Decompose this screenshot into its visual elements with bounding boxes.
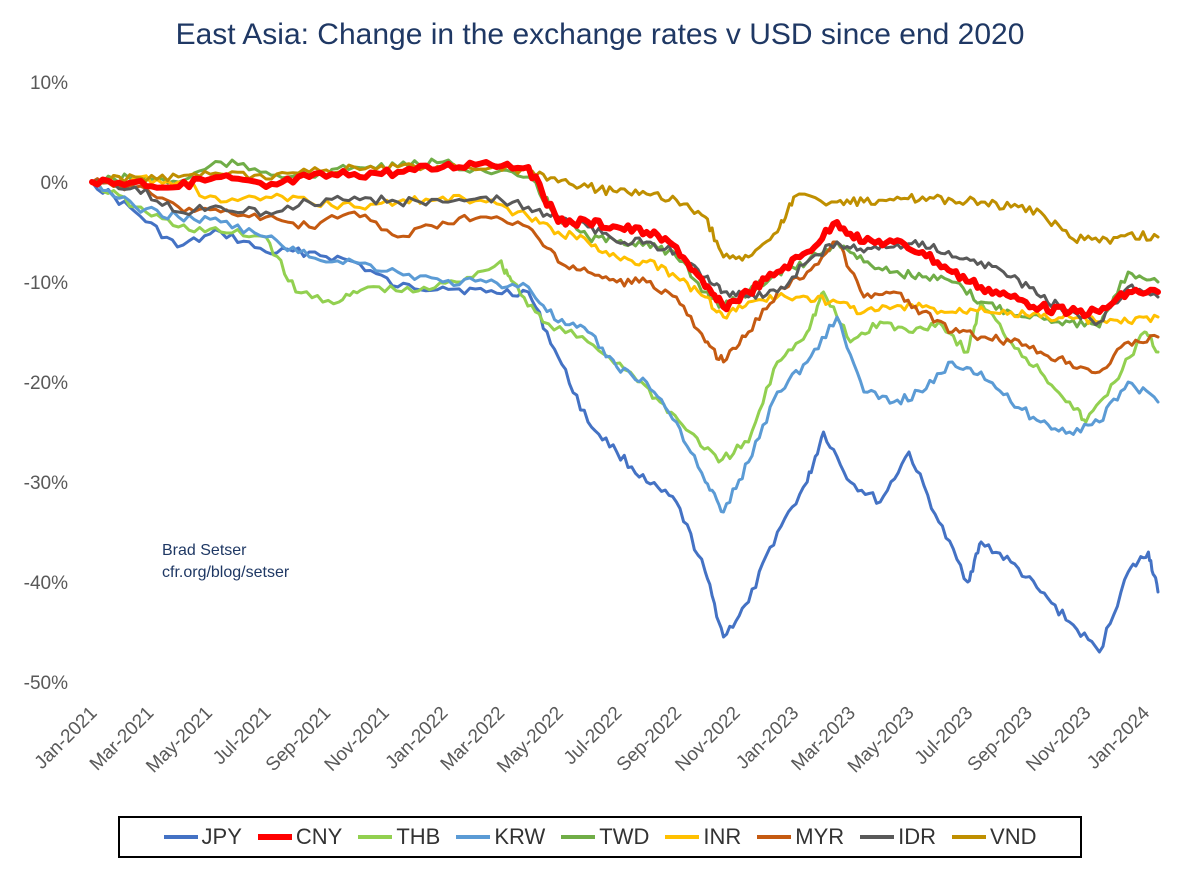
source-author: Brad Setser bbox=[162, 542, 247, 559]
legend-item-jpy: JPY bbox=[163, 824, 242, 850]
x-tick-label: Nov-2023 bbox=[1022, 703, 1095, 776]
source-url: cfr.org/blog/setser bbox=[162, 564, 290, 581]
chart-legend: JPY CNY THB KRW TWD INR MYR IDR VND bbox=[118, 816, 1082, 858]
legend-swatch bbox=[163, 835, 198, 839]
y-tick-label: -50% bbox=[24, 673, 68, 694]
legend-item-idr: IDR bbox=[860, 824, 936, 850]
legend-item-thb: THB bbox=[358, 824, 440, 850]
series-line-cny bbox=[89, 159, 1161, 320]
series-line-krw bbox=[90, 180, 1160, 514]
x-tick-label: Nov-2022 bbox=[671, 703, 744, 776]
legend-label: CNY bbox=[295, 824, 343, 849]
y-tick-label: -20% bbox=[24, 373, 68, 394]
legend-swatch bbox=[456, 835, 491, 839]
y-tick-label: -10% bbox=[24, 273, 68, 294]
legend-swatch bbox=[665, 835, 700, 839]
legend-swatch bbox=[952, 835, 987, 839]
legend-label: MYR bbox=[795, 824, 845, 849]
y-tick-label: 10% bbox=[30, 73, 68, 94]
x-tick-label: Nov-2021 bbox=[321, 703, 394, 776]
legend-label: TWD bbox=[599, 824, 650, 849]
legend-label: INR bbox=[703, 824, 742, 849]
series-lines bbox=[89, 157, 1161, 654]
legend-swatch bbox=[561, 835, 596, 839]
legend-item-twd: TWD bbox=[561, 824, 649, 850]
y-axis-labels: 10% 0% -10% -20% -30% -40% -50% bbox=[24, 73, 68, 694]
y-tick-label: -30% bbox=[24, 473, 68, 494]
series-line-vnd bbox=[90, 162, 1160, 262]
y-tick-label: -40% bbox=[24, 573, 68, 594]
legend-swatch bbox=[860, 835, 895, 839]
legend-swatch bbox=[757, 835, 792, 839]
legend-label: VND bbox=[990, 824, 1037, 849]
series-line-jpy bbox=[90, 180, 1160, 654]
legend-swatch bbox=[257, 834, 292, 840]
legend-item-inr: INR bbox=[665, 824, 741, 850]
y-tick-label: 0% bbox=[41, 173, 69, 194]
legend-label: THB bbox=[396, 824, 441, 849]
x-axis-labels: Jan-2021Mar-2021May-2021Jul-2021Sep-2021… bbox=[31, 702, 1155, 777]
legend-label: IDR bbox=[898, 824, 937, 849]
legend-label: KRW bbox=[494, 824, 546, 849]
legend-item-krw: KRW bbox=[456, 824, 545, 850]
legend-label: JPY bbox=[201, 824, 242, 849]
legend-swatch bbox=[358, 835, 393, 839]
legend-item-cny: CNY bbox=[257, 824, 343, 850]
series-line-thb bbox=[90, 180, 1160, 464]
series-line-inr bbox=[90, 174, 1160, 326]
source-annotation: Brad Setser cfr.org/blog/setser bbox=[162, 540, 289, 584]
legend-item-myr: MYR bbox=[757, 824, 844, 850]
x-tick-label: Jan-2024 bbox=[1083, 702, 1154, 773]
series-line-myr bbox=[90, 177, 1160, 375]
series-line-idr bbox=[90, 178, 1160, 327]
chart-title: East Asia: Change in the exchange rates … bbox=[175, 18, 1025, 51]
legend-item-vnd: VND bbox=[952, 824, 1036, 850]
